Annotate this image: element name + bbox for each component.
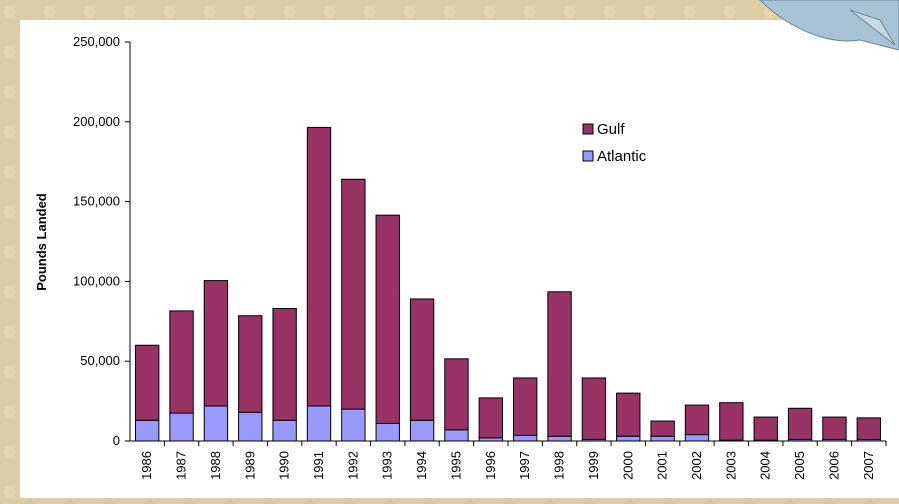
bar-segment (650, 420, 675, 437)
bar-segment (169, 412, 194, 442)
bar-segment (272, 419, 297, 442)
bar-segment (512, 434, 538, 442)
y-tick-label: 150,000 (73, 194, 120, 209)
bar-segment (581, 377, 607, 440)
bar-segment (238, 411, 263, 442)
bar-segment (547, 291, 572, 437)
bar-segment (478, 397, 504, 439)
x-tick-label: 2006 (826, 451, 841, 480)
legend-swatch (582, 123, 594, 135)
bar-segment (409, 298, 435, 421)
x-tick-label: 1989 (242, 451, 257, 480)
x-tick-label: 2000 (620, 451, 635, 480)
bar-segment (134, 344, 160, 421)
bar-segment (753, 416, 778, 441)
x-tick-label: 1991 (311, 451, 326, 480)
x-tick-label: 1994 (414, 451, 429, 480)
bar-segment (409, 419, 435, 442)
bar-segment (512, 377, 538, 436)
x-tick-label: 2001 (655, 451, 670, 480)
bar-segment (169, 310, 194, 414)
bar-segment (341, 408, 366, 442)
bar-segment (719, 402, 744, 441)
legend-label: Atlantic (597, 148, 647, 165)
x-tick-label: 1992 (345, 451, 360, 480)
bar-segment (856, 417, 882, 440)
bar-segment (547, 435, 572, 442)
bar-segment (203, 405, 229, 442)
bar-segment (306, 405, 332, 442)
x-tick-label: 2002 (689, 451, 704, 480)
bar-segment (375, 214, 400, 424)
bar-segment (306, 126, 332, 407)
x-tick-label: 2005 (792, 451, 807, 480)
bar-segment (684, 434, 710, 442)
x-tick-label: 1995 (448, 451, 463, 480)
bar-segment (238, 315, 263, 413)
y-tick-label: 0 (113, 433, 120, 448)
bar-segment (684, 404, 710, 436)
bar-segment (341, 178, 366, 410)
x-tick-label: 2007 (861, 451, 876, 480)
x-tick-label: 2003 (723, 451, 738, 480)
x-tick-label: 1999 (586, 451, 601, 480)
x-tick-label: 1996 (483, 451, 498, 480)
legend-label: Gulf (597, 121, 625, 138)
y-tick-label: 50,000 (80, 353, 120, 368)
y-tick-label: 100,000 (73, 273, 120, 288)
x-tick-label: 1990 (277, 451, 292, 480)
bar-segment (444, 358, 469, 431)
y-tick-label: 200,000 (73, 114, 120, 129)
bar-segment (822, 416, 847, 440)
x-tick-label: 1998 (552, 451, 567, 480)
bar-segment (787, 407, 813, 440)
bar-segment (375, 422, 400, 442)
bar-segment (272, 308, 297, 421)
bar-segment (134, 419, 160, 442)
x-tick-label: 2004 (758, 451, 773, 480)
y-tick-label: 250,000 (73, 34, 120, 49)
x-tick-label: 1988 (208, 451, 223, 480)
y-axis-label: Pounds Landed (34, 193, 49, 291)
bar-segment (616, 392, 641, 437)
x-tick-label: 1986 (139, 451, 154, 480)
legend-swatch (582, 150, 594, 162)
bar-segment (616, 435, 641, 442)
bar-segment (444, 429, 469, 442)
x-tick-label: 1993 (380, 451, 395, 480)
fish-decoration (759, 0, 899, 51)
x-tick-label: 1987 (174, 451, 189, 480)
bar-segment (650, 435, 675, 442)
x-tick-label: 1997 (517, 451, 532, 480)
bar-segment (203, 280, 229, 407)
